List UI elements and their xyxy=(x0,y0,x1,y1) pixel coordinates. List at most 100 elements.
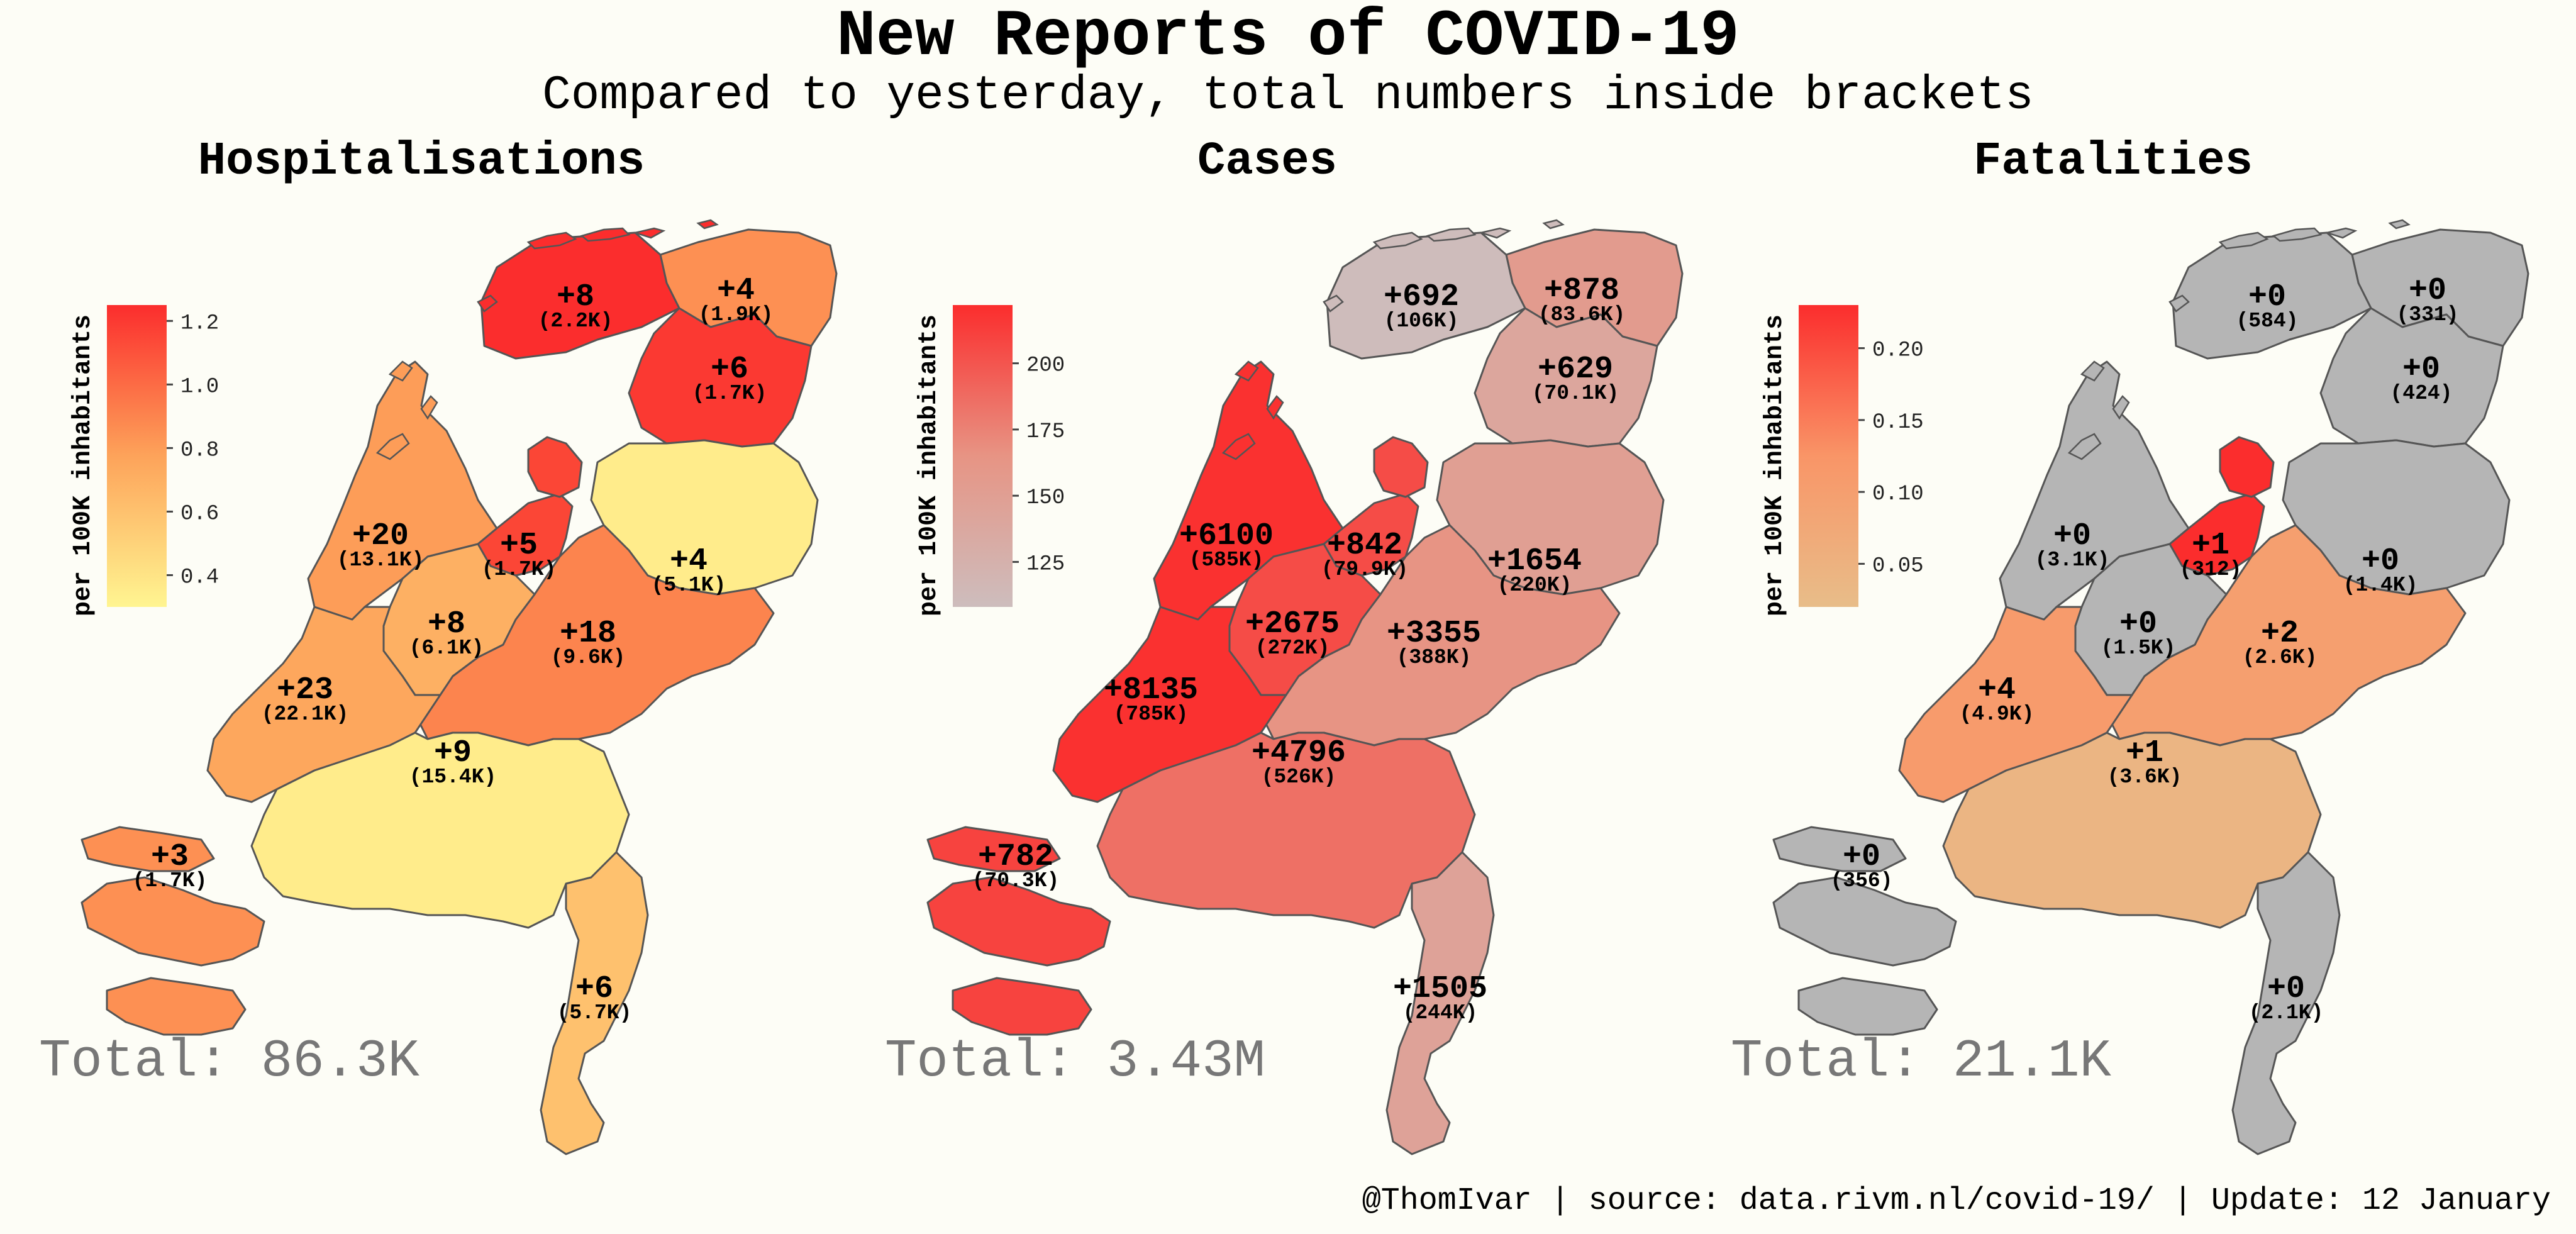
region-total-label: (585K) xyxy=(1189,548,1264,572)
colorbar xyxy=(953,305,1013,607)
colorbar-tick-label: 1.2 xyxy=(180,311,219,335)
region-total-label: (5.1K) xyxy=(652,574,726,597)
region-total-label: (424) xyxy=(2390,382,2452,405)
region-total-label: (356) xyxy=(1830,869,1892,892)
wadden-island xyxy=(1372,231,1423,250)
wadden-island xyxy=(526,231,577,250)
netherlands-map: +4(1.9K)+8(2.2K)+6(1.7K)+20(13.1K) +5(1.7… xyxy=(80,219,838,1155)
wadden-island xyxy=(632,227,666,239)
wadden-island xyxy=(1542,219,1565,230)
region-change-label: +0 xyxy=(2119,606,2157,642)
province-flevoland-north xyxy=(527,436,583,498)
wadden-island xyxy=(1266,395,1284,420)
region-total-label: (22.1K) xyxy=(262,703,349,726)
colorbar xyxy=(107,305,167,607)
fatalities-panel: Fatalities 0.05 0.10 0.15 0.20 per 100K inhab… xyxy=(1692,132,2534,1176)
region-total-label: (106K) xyxy=(1384,309,1459,333)
wadden-island xyxy=(2067,433,2102,460)
wadden-island xyxy=(2388,219,2411,230)
province-flevoland-north xyxy=(2219,436,2275,498)
panel-total: Total: 86.3K xyxy=(39,1032,419,1092)
colorbar-tick-label: 0.8 xyxy=(180,438,219,462)
province-limburg xyxy=(1385,851,1495,1155)
map-panel-svg: Hospitalisations 0.4 0.6 0.8 1.0 1.2 per 100K … xyxy=(39,135,838,1155)
subtitle: Compared to yesterday, total numbers ins… xyxy=(542,69,2034,123)
region-change-label: +878 xyxy=(1544,273,1619,309)
region-change-label: +842 xyxy=(1327,528,1402,564)
region-change-label: +782 xyxy=(978,839,1053,875)
region-total-label: (9.6K) xyxy=(551,646,626,669)
region-change-label: +8 xyxy=(557,279,594,315)
region-total-label: (79.9K) xyxy=(1321,558,1409,581)
region-change-label: +6100 xyxy=(1179,518,1274,554)
region-change-label: +0 xyxy=(2409,273,2446,309)
colorbar-tick-label: 0.05 xyxy=(1872,554,1924,578)
region-total-label: (6.1K) xyxy=(409,636,484,660)
main-title: New Reports of COVID-19 xyxy=(836,0,1740,74)
colorbar-tick-label: 0.20 xyxy=(1872,339,1924,363)
region-total-label: (331) xyxy=(2396,303,2458,326)
province-zeeland xyxy=(1772,826,1957,1036)
colorbar-tick-label: 150 xyxy=(1026,486,1065,510)
region-total-label: (1.7K) xyxy=(133,869,208,892)
region-total-label: (1.7K) xyxy=(482,558,557,581)
region-change-label: +1654 xyxy=(1487,543,1582,579)
wadden-island xyxy=(2168,294,2190,313)
colorbar-label: per 100K inhabitants xyxy=(915,314,943,616)
region-total-label: (83.6K) xyxy=(1538,303,1626,326)
colorbar-tick-label: 175 xyxy=(1026,420,1065,444)
region-change-label: +4 xyxy=(670,543,708,579)
region-total-label: (388K) xyxy=(1397,646,1472,669)
panel-title: Cases xyxy=(1197,135,1337,188)
wadden-island xyxy=(477,294,498,313)
region-total-label: (584) xyxy=(2236,309,2298,333)
colorbar-tick-label: 1.0 xyxy=(180,375,219,399)
province-flevoland-north xyxy=(1373,436,1429,498)
region-total-label: (15.4K) xyxy=(409,765,497,789)
colorbar-tick-label: 0.6 xyxy=(180,502,219,526)
province-zeeland xyxy=(80,826,265,1036)
region-total-label: (1.7K) xyxy=(692,382,767,405)
colorbar-tick-label: 125 xyxy=(1026,552,1065,576)
wadden-island xyxy=(1221,433,1256,460)
wadden-island xyxy=(2080,360,2105,382)
region-change-label: +8 xyxy=(428,606,465,642)
region-change-label: +0 xyxy=(1843,839,1880,875)
netherlands-map: +0(331)+0(584)+0(424)+0(3.1K) +1(312) +0(1… xyxy=(1772,219,2529,1155)
wadden-island xyxy=(580,227,631,242)
region-change-label: +1 xyxy=(2192,528,2229,564)
netherlands-map: +878(83.6K) +692(106K) +629(70.1K) +6100(58… xyxy=(926,219,1684,1155)
region-total-label: (70.3K) xyxy=(972,869,1060,892)
colorbar-tick-label: 0.10 xyxy=(1872,482,1924,506)
panel-total: Total: 21.1K xyxy=(1731,1032,2111,1092)
wadden-island xyxy=(2272,227,2323,242)
source-footer: @ThomIvar | source: data.rivm.nl/covid-1… xyxy=(1362,1183,2551,1219)
region-change-label: +5 xyxy=(500,528,538,564)
region-change-label: +3 xyxy=(151,839,189,875)
colorbar-tick-label: 200 xyxy=(1026,354,1065,378)
region-change-label: +692 xyxy=(1384,279,1459,315)
wadden-island xyxy=(2324,227,2358,239)
region-total-label: (70.1K) xyxy=(1532,382,1619,405)
panel-title: Fatalities xyxy=(1974,135,2253,188)
panel-title: Hospitalisations xyxy=(198,135,645,188)
wadden-island xyxy=(1234,360,1259,382)
region-change-label: +1 xyxy=(2126,735,2163,771)
wadden-island xyxy=(375,433,410,460)
region-total-label: (312) xyxy=(2179,558,2241,581)
region-total-label: (272K) xyxy=(1255,636,1330,660)
region-change-label: +18 xyxy=(560,616,616,652)
region-change-label: +20 xyxy=(352,518,409,554)
wadden-island xyxy=(2218,231,2269,250)
region-change-label: +2675 xyxy=(1245,606,1340,642)
region-total-label: (4.9K) xyxy=(1960,703,2035,726)
region-change-label: +3355 xyxy=(1387,616,1481,652)
region-total-label: (13.1K) xyxy=(337,548,425,572)
region-total-label: (1.4K) xyxy=(2343,574,2418,597)
region-change-label: +4 xyxy=(1978,672,2016,708)
map-panel-svg: Cases 125 150 175 200 per 100K inhabitants +87… xyxy=(885,135,1684,1155)
wadden-island xyxy=(696,219,719,230)
colorbar-label: per 100K inhabitants xyxy=(69,314,97,616)
cases-panel: Cases 125 150 175 200 per 100K inhabitants +87… xyxy=(846,132,1689,1176)
wadden-island xyxy=(1323,294,1344,313)
